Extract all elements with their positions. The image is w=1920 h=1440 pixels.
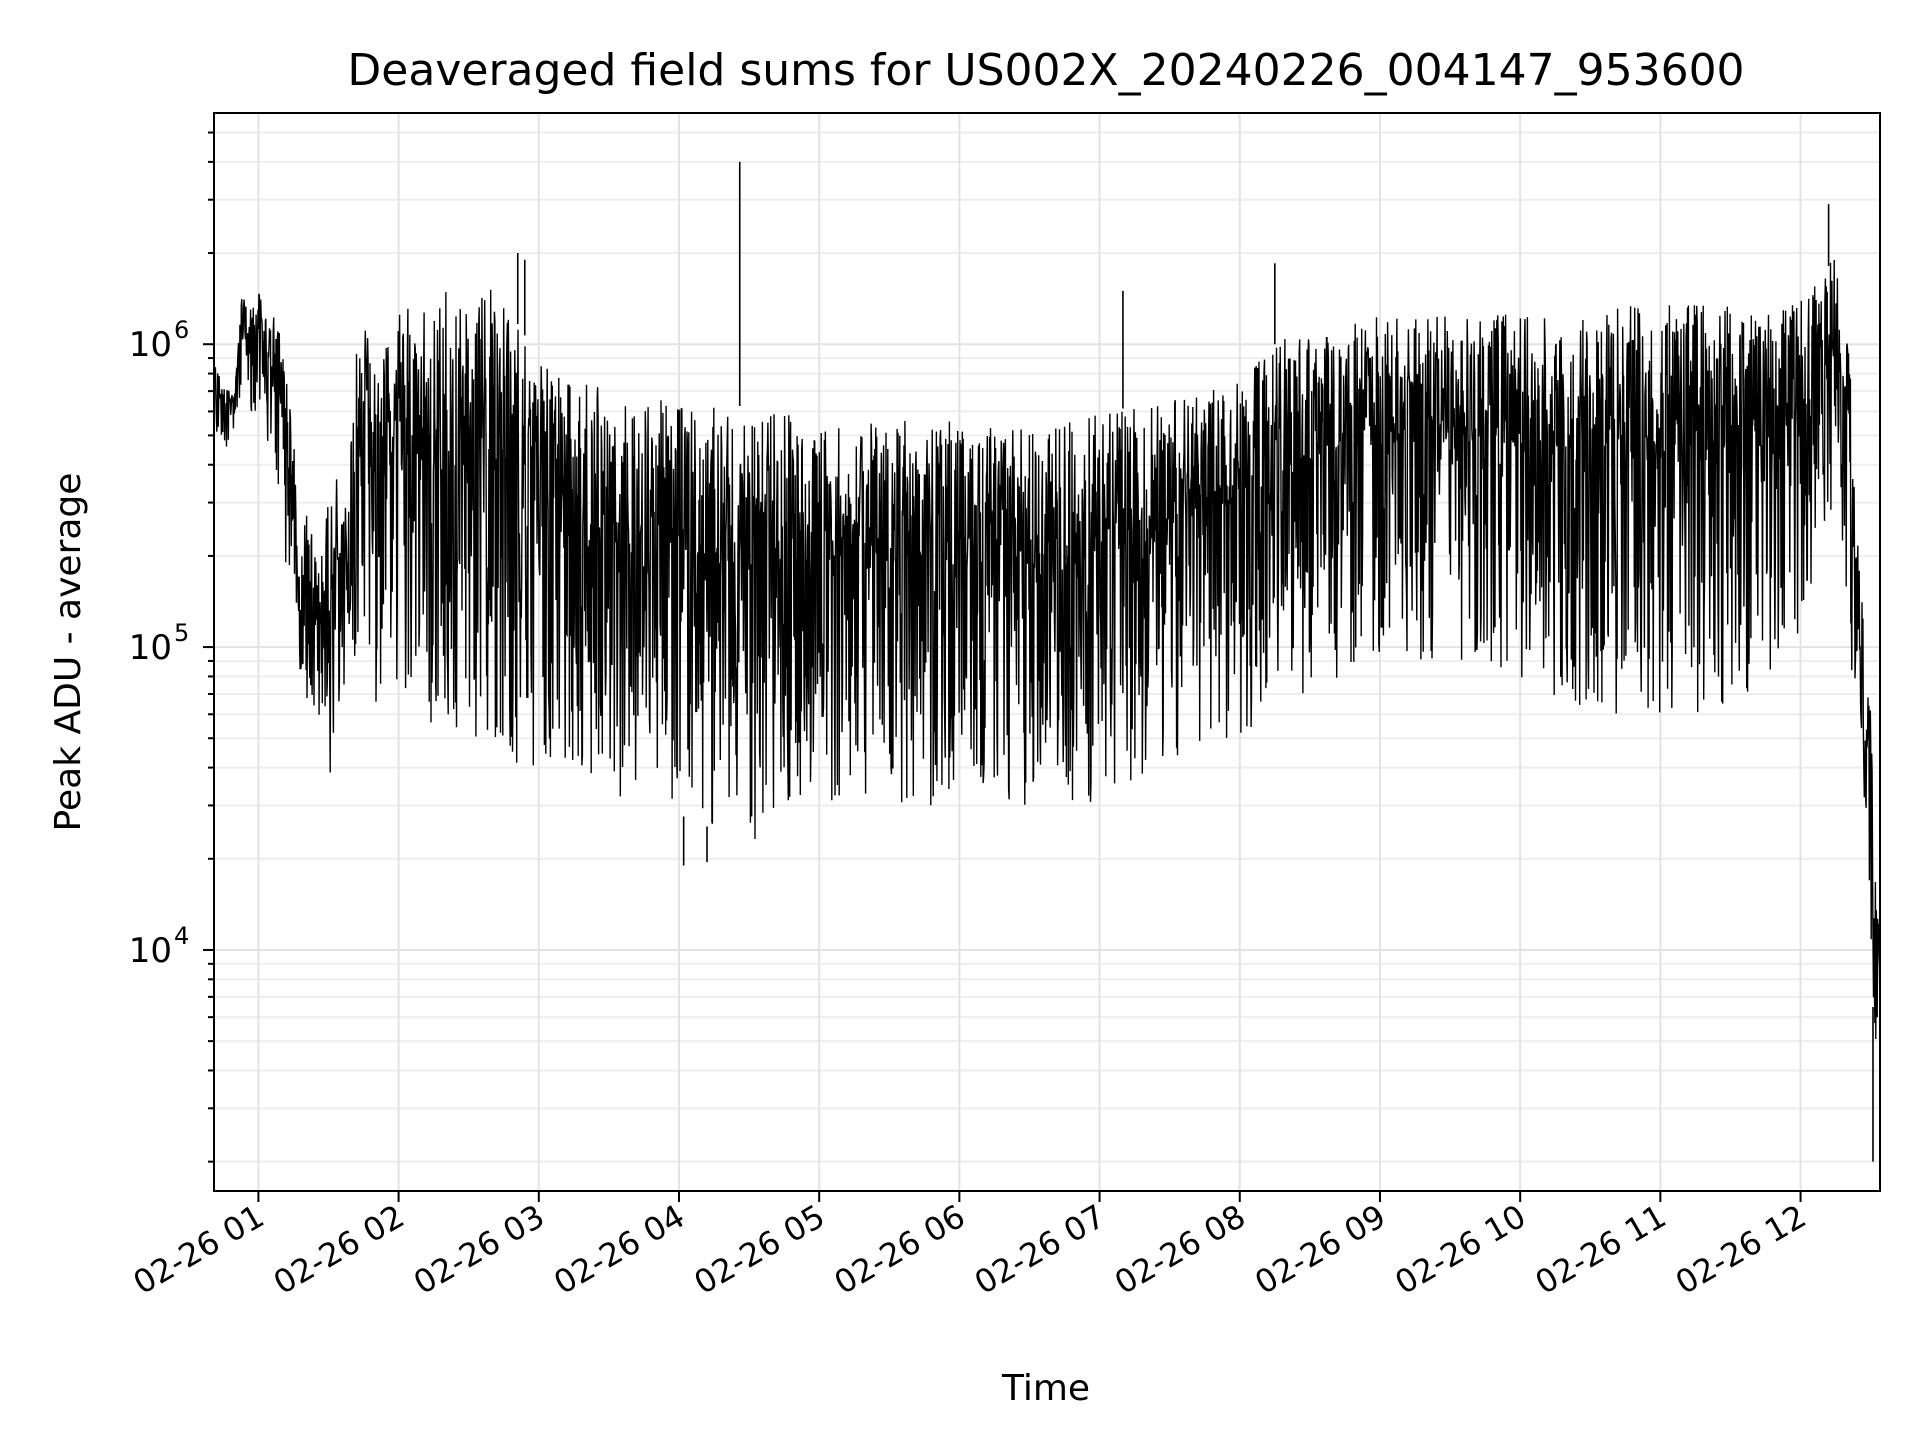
y-axis-label: Peak ADU - average	[48, 473, 89, 832]
data-layer	[213, 161, 1881, 1162]
y-tick-label: 10	[129, 325, 172, 365]
y-tick-exponent: 6	[174, 316, 189, 344]
y-tick-exponent: 4	[174, 922, 189, 950]
plot-frame	[213, 112, 1881, 1192]
y-tick-label: 10	[129, 931, 172, 971]
y-tick-exponent: 5	[174, 619, 189, 647]
y-tick-label: 10	[129, 628, 172, 668]
x-axis-label: Time	[1001, 1368, 1090, 1409]
chart-title: Deaveraged field sums for US002X_2024022…	[347, 45, 1744, 96]
series-trace	[213, 259, 1881, 1040]
